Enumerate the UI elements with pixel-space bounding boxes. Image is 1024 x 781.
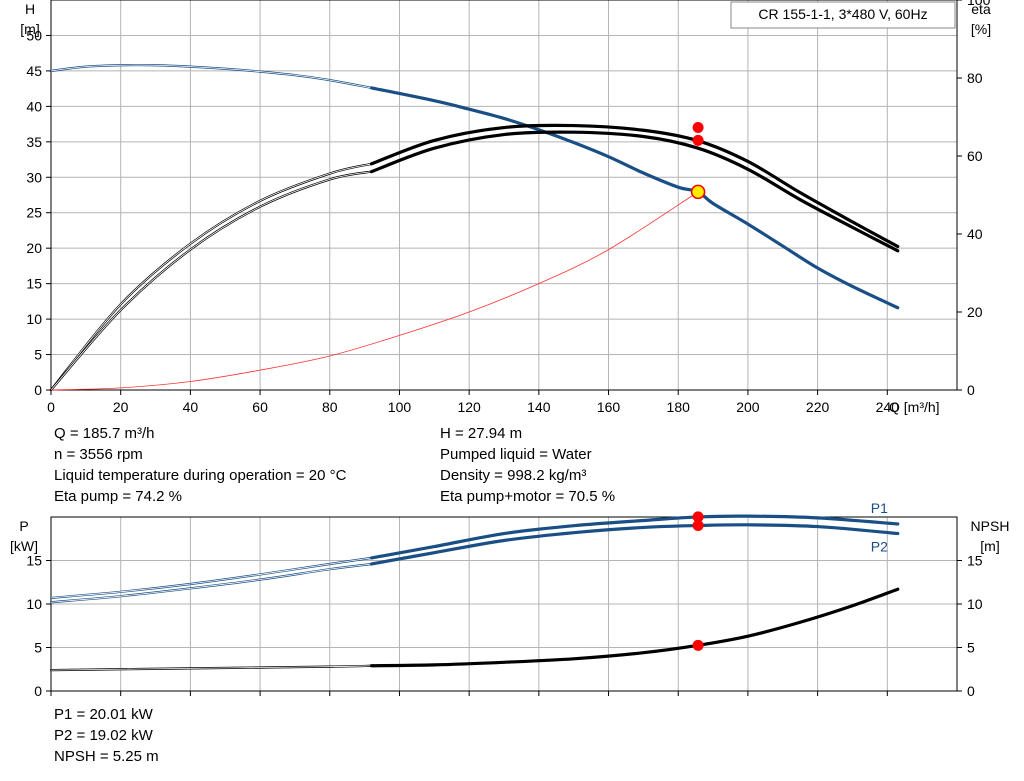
curve-label-p1: P1	[871, 500, 888, 516]
series-line-outline	[49, 63, 373, 90]
top-right-axis-unit: [%]	[971, 21, 991, 37]
right-tick-label: 0	[967, 382, 975, 398]
x-tick-label: 140	[527, 399, 551, 415]
info-density: Density = 998.2 kg/m³	[440, 467, 587, 484]
right-tick-label: 100	[967, 0, 991, 8]
series-line-inner	[50, 171, 372, 391]
x-tick-label: 200	[736, 399, 760, 415]
x-tick-label: 240	[876, 399, 900, 415]
duty-point	[692, 122, 704, 134]
series-line	[369, 523, 900, 566]
left-tick-label: 10	[26, 596, 42, 612]
left-tick-label: 25	[26, 205, 42, 221]
right-tick-label: 10	[967, 596, 983, 612]
left-tick-label: 5	[34, 640, 42, 656]
left-tick-label: 15	[26, 553, 42, 569]
head-efficiency-chart: 0 5 10 15 20 25 30 35 40 45 50 0 20 40 60 80 100 0 20 40 60 8…	[20, 0, 991, 415]
x-tick-label: 100	[388, 399, 412, 415]
bottom-left-axis-unit: [kW]	[10, 538, 38, 554]
x-tick-label: 120	[457, 399, 481, 415]
right-tick-label: 0	[967, 683, 975, 699]
operating-info-left: Q = 185.7 m³/h n = 3556 rpm Liquid tempe…	[54, 423, 346, 507]
duty-point	[692, 134, 704, 146]
top-plot-frame	[50, 0, 958, 391]
right-tick-label: 60	[967, 148, 983, 164]
bottom-left-axis-name: P	[19, 518, 28, 534]
x-tick-label: 60	[252, 399, 268, 415]
info-p1: P1 = 20.01 kW	[54, 706, 153, 723]
series-line-inner	[50, 163, 372, 391]
left-tick-label: 0	[34, 683, 42, 699]
info-speed: n = 3556 rpm	[54, 446, 143, 463]
chart-title: CR 155-1-1, 3*480 V, 60Hz	[758, 6, 927, 22]
series-line-inner	[50, 557, 372, 599]
top-left-axis-unit: [m]	[20, 21, 39, 37]
bottom-right-axis-unit: [m]	[980, 538, 999, 554]
x-tick-label: 80	[322, 399, 338, 415]
left-tick-label: 45	[26, 63, 42, 79]
series-line	[369, 514, 900, 560]
x-tick-label: 220	[806, 399, 830, 415]
series-line	[369, 587, 900, 668]
left-tick-label: 0	[34, 382, 42, 398]
info-pumped-liquid: Pumped liquid = Water	[440, 446, 592, 463]
duty-point	[692, 520, 704, 532]
curve-label-p2: P2	[871, 538, 888, 554]
left-tick-label: 5	[34, 347, 42, 363]
series-line-outline	[49, 556, 373, 600]
x-tick-label: 160	[597, 399, 621, 415]
x-tick-label: 180	[667, 399, 691, 415]
bottom-right-axis-name: NPSH	[971, 518, 1010, 534]
info-eta-pump-motor: Eta pump+motor = 70.5 %	[440, 488, 616, 505]
top-right-axis-name: eta	[971, 1, 991, 17]
series-line	[50, 191, 699, 391]
left-tick-label: 15	[26, 276, 42, 292]
duty-point	[692, 511, 704, 523]
x-tick-label: 20	[113, 399, 129, 415]
power-npsh-chart: 0 5 10 15 0 5 10 15 P1 P2 P [kW] NPSH [m]	[10, 500, 1009, 699]
right-tick-label: 80	[967, 70, 983, 86]
top-left-axis-name: H	[25, 1, 35, 17]
left-tick-label: 40	[26, 98, 42, 114]
right-tick-label: 20	[967, 304, 983, 320]
title-box	[730, 1, 956, 29]
right-tick-label: 40	[967, 226, 983, 242]
info-flow: Q = 185.7 m³/h	[54, 425, 155, 442]
right-tick-label: 15	[967, 553, 983, 569]
left-tick-label: 50	[26, 27, 42, 43]
left-tick-label: 30	[26, 169, 42, 185]
left-tick-label: 10	[26, 311, 42, 327]
x-axis-label: Q [m³/h]	[889, 399, 940, 415]
info-head: H = 27.94 m	[440, 425, 523, 442]
left-tick-label: 20	[26, 240, 42, 256]
duty-point	[692, 639, 704, 651]
series-line	[369, 130, 900, 253]
right-tick-label: 5	[967, 640, 975, 656]
info-p2: P2 = 19.02 kW	[54, 727, 153, 744]
series-line-inner	[50, 563, 372, 603]
series-line-outline	[49, 162, 373, 392]
left-tick-label: 35	[26, 134, 42, 150]
x-tick-label: 40	[183, 399, 199, 415]
series-line	[369, 86, 900, 310]
operating-point	[690, 184, 706, 200]
series-line	[369, 123, 900, 249]
series-line-inner	[50, 665, 372, 671]
series-line-inner	[50, 64, 372, 89]
info-npsh: NPSH = 5.25 m	[54, 748, 159, 765]
info-eta-pump: Eta pump = 74.2 %	[54, 488, 182, 505]
operating-info-right: H = 27.94 m Pumped liquid = Water Densit…	[440, 423, 615, 507]
power-info: P1 = 20.01 kW P2 = 19.02 kW NPSH = 5.25 …	[54, 704, 159, 767]
x-tick-label: 0	[47, 399, 55, 415]
info-liquid-temperature: Liquid temperature during operation = 20…	[54, 467, 347, 484]
